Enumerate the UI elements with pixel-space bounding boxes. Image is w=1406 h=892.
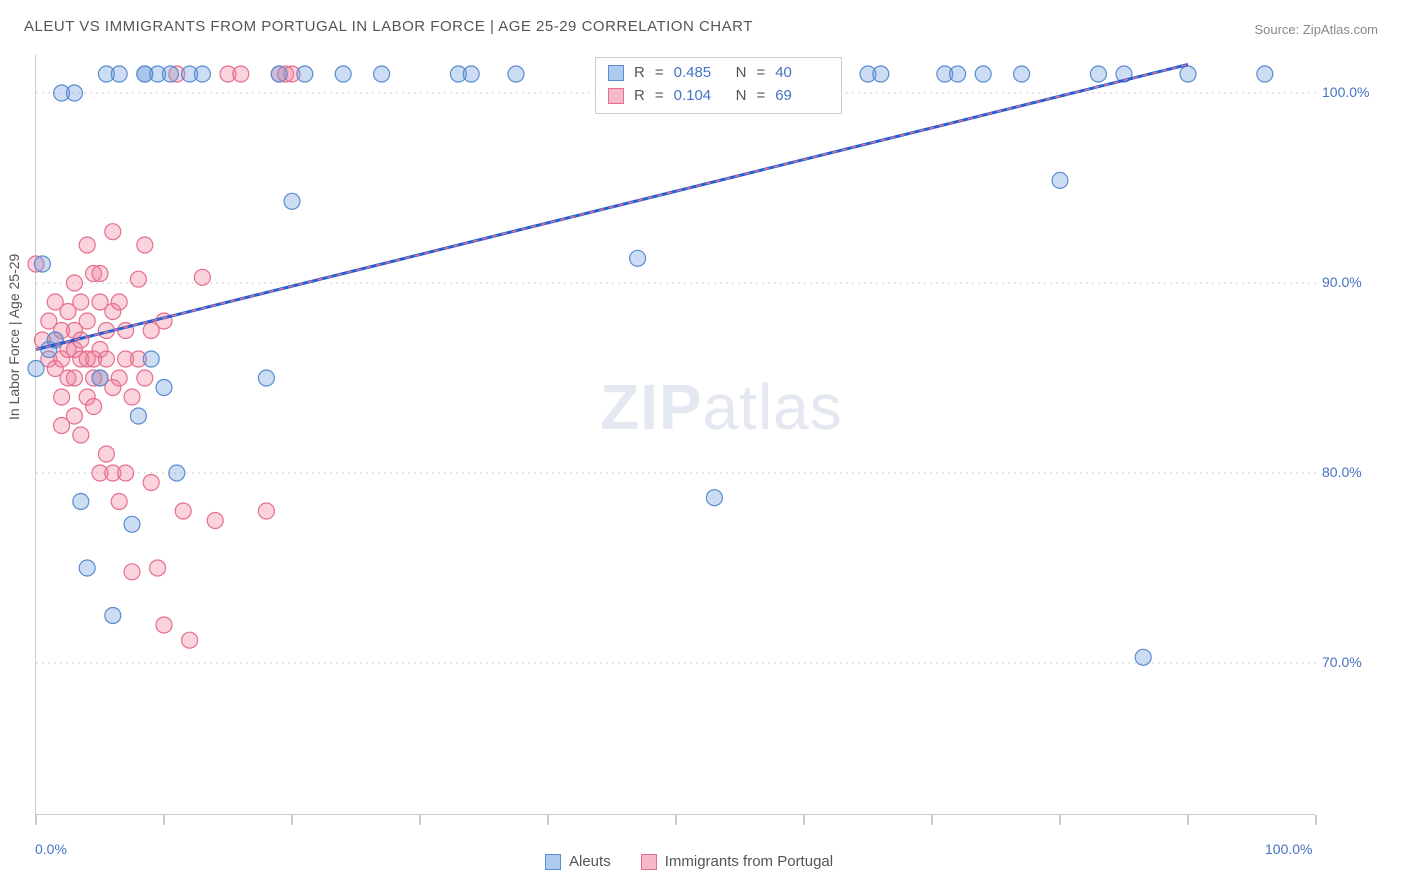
eq-sign: =: [655, 85, 664, 108]
stats-row-series-1: R = 0.104 N = 69: [608, 85, 827, 108]
n-value-0: 40: [775, 62, 827, 85]
r-label: R: [634, 62, 645, 85]
swatch-portugal-icon: [641, 854, 657, 870]
correlation-stats-box: R = 0.485 N = 40 R = 0.104 N = 69: [595, 57, 842, 114]
r-value-1: 0.104: [674, 85, 726, 108]
legend-item-aleuts: Aleuts: [545, 853, 611, 870]
x-tick-label-max: 100.0%: [1265, 841, 1312, 857]
n-value-1: 69: [775, 85, 827, 108]
n-label: N: [736, 85, 747, 108]
swatch-aleuts-icon: [608, 65, 624, 81]
plot-area: [35, 55, 1315, 815]
eq-sign: =: [756, 85, 765, 108]
stats-row-series-0: R = 0.485 N = 40: [608, 62, 827, 85]
y-tick-label: 90.0%: [1322, 274, 1392, 290]
swatch-portugal-icon: [608, 88, 624, 104]
chart-svg: [36, 55, 1315, 814]
eq-sign: =: [756, 62, 765, 85]
legend-item-portugal: Immigrants from Portugal: [641, 853, 833, 870]
eq-sign: =: [655, 62, 664, 85]
r-label: R: [634, 85, 645, 108]
legend: Aleuts Immigrants from Portugal: [545, 853, 833, 870]
y-tick-label: 100.0%: [1322, 84, 1392, 100]
y-tick-label: 70.0%: [1322, 654, 1392, 670]
swatch-aleuts-icon: [545, 854, 561, 870]
source-label: Source: ZipAtlas.com: [1254, 22, 1378, 37]
legend-label-0: Aleuts: [569, 853, 611, 870]
r-value-0: 0.485: [674, 62, 726, 85]
x-tick-label-min: 0.0%: [35, 841, 67, 857]
y-axis-label: In Labor Force | Age 25-29: [6, 254, 22, 420]
chart-title: ALEUT VS IMMIGRANTS FROM PORTUGAL IN LAB…: [24, 18, 753, 35]
y-tick-label: 80.0%: [1322, 464, 1392, 480]
legend-label-1: Immigrants from Portugal: [665, 853, 833, 870]
n-label: N: [736, 62, 747, 85]
